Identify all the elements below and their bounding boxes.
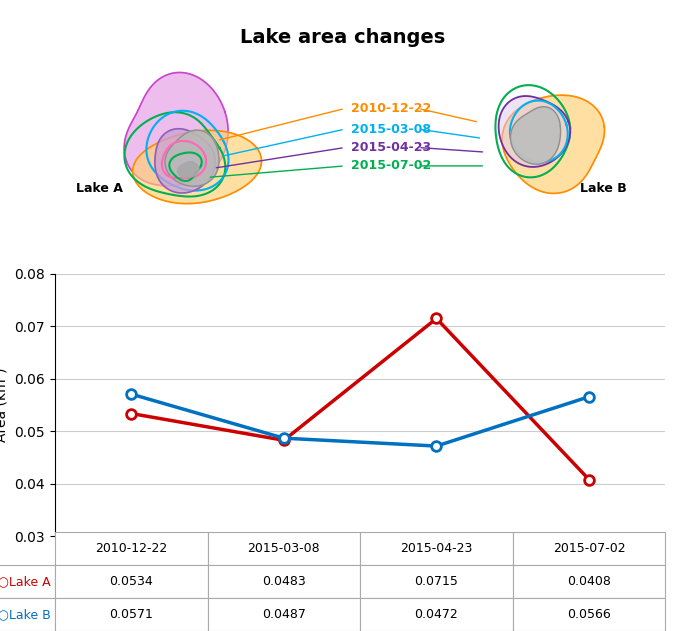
Y-axis label: Area (km²): Area (km²)	[0, 368, 9, 442]
Text: Lake A: Lake A	[76, 182, 123, 196]
Polygon shape	[499, 96, 570, 167]
Polygon shape	[178, 162, 199, 177]
Text: 2015-07-02: 2015-07-02	[351, 160, 431, 172]
Polygon shape	[124, 73, 228, 186]
Text: 2010-12-22: 2010-12-22	[351, 102, 431, 115]
Text: 2015-03-08: 2015-03-08	[351, 122, 431, 136]
Polygon shape	[155, 129, 215, 193]
Text: Lake area changes: Lake area changes	[240, 28, 446, 47]
Polygon shape	[165, 130, 219, 186]
Polygon shape	[502, 95, 604, 194]
Text: 2015-04-23: 2015-04-23	[351, 141, 431, 154]
Polygon shape	[132, 131, 261, 204]
Text: Lake B: Lake B	[580, 182, 627, 196]
Polygon shape	[510, 107, 560, 164]
